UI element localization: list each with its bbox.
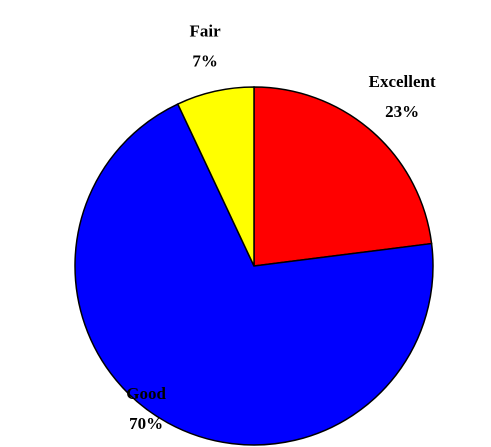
slice-category-label: Excellent	[369, 72, 436, 91]
slice-category-label: Good	[126, 384, 166, 403]
slice-value-label: 70%	[129, 414, 163, 433]
pie-slice	[176, 86, 255, 267]
slice-category-label: Fair	[190, 21, 222, 40]
slice-value-label: 23%	[385, 102, 419, 121]
pie-slice	[74, 103, 434, 446]
slice-value-label: 7%	[192, 51, 218, 70]
pie-slice	[253, 86, 433, 267]
